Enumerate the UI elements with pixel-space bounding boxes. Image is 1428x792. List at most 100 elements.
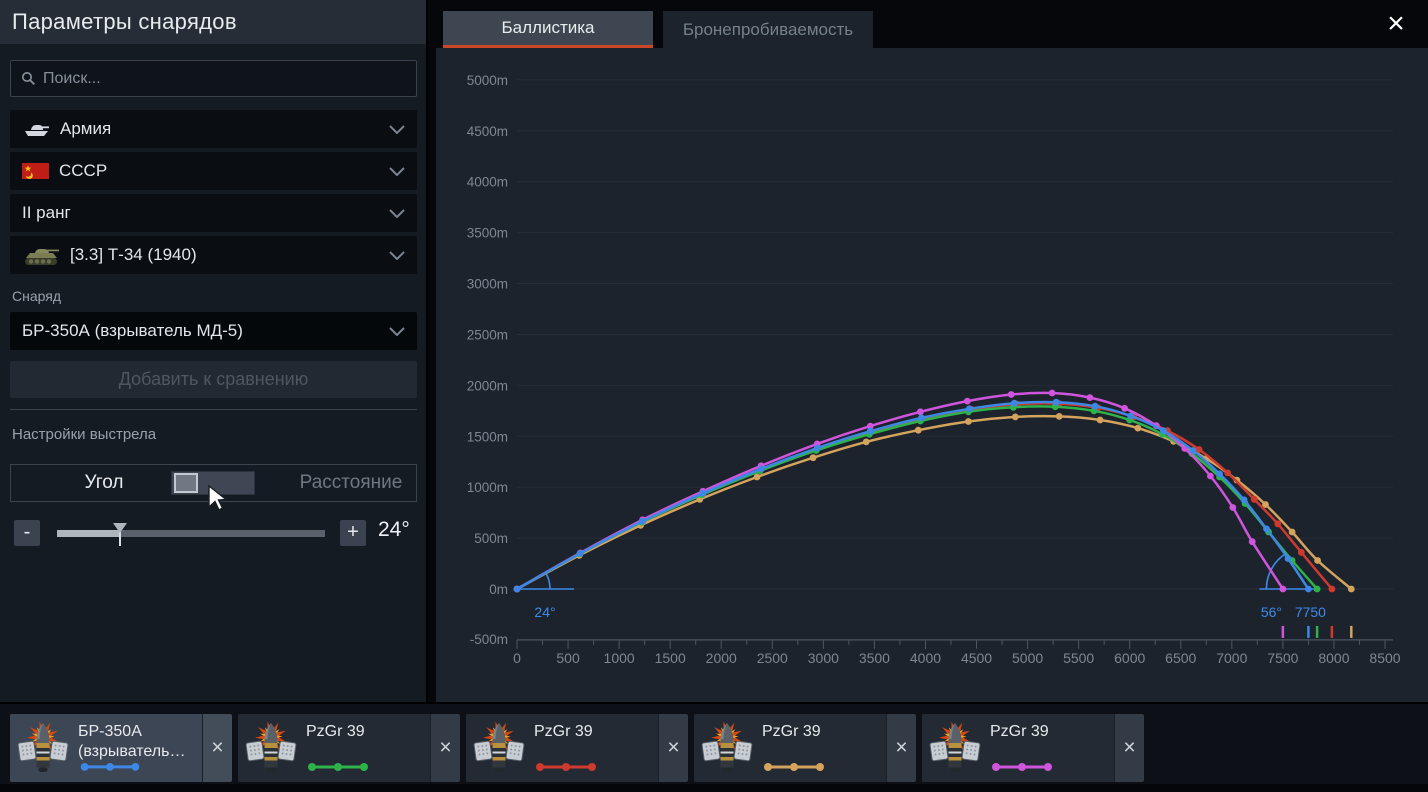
angle-value: 24°: [378, 518, 410, 541]
card-close-button[interactable]: ×: [430, 714, 460, 782]
y-tick-label: -500m: [470, 632, 508, 647]
card-close-button[interactable]: ×: [886, 714, 916, 782]
filter-rank-dropdown[interactable]: II ранг: [10, 194, 417, 232]
shell-name: БР-350А (взрыватель МД-5): [78, 723, 170, 761]
mode-toggle-group: Угол Расстояние: [10, 464, 417, 502]
trajectory-point: [753, 473, 761, 481]
card-body[interactable]: PzGr 39: [238, 714, 430, 782]
trajectory-point: [576, 550, 584, 557]
tab-ballistics[interactable]: Баллистика: [443, 11, 653, 48]
slider-thumb[interactable]: [111, 521, 129, 547]
angle-decrement-button[interactable]: -: [14, 520, 40, 546]
trajectory-point: [1086, 394, 1094, 401]
close-icon[interactable]: ×: [1387, 7, 1405, 40]
card-close-button[interactable]: ×: [1114, 714, 1144, 782]
angle-arc: [545, 573, 551, 589]
filter-army-dropdown[interactable]: Армия: [10, 110, 417, 148]
comparison-card[interactable]: PzGr 39 ×: [922, 714, 1144, 782]
trajectory-point: [965, 418, 972, 425]
trajectory-point: [1224, 469, 1232, 477]
trajectory-point: [699, 489, 707, 497]
trajectory-point: [639, 517, 646, 525]
x-tick-label: 2500: [757, 650, 788, 666]
trajectory-point: [1263, 525, 1270, 533]
filter-nation-label: СССР: [59, 161, 108, 180]
trajectory-point: [1328, 585, 1336, 593]
ballistics-chart: 0 500 1000 1500 2000 2500 3000 3500 4000 4500 5000…: [430, 48, 1428, 702]
trajectory-point: [1011, 413, 1019, 421]
y-tick-label: 1500m: [467, 429, 508, 444]
search-input[interactable]: [10, 60, 417, 97]
series-color-swatch: [764, 763, 824, 771]
trajectory-point: [1314, 557, 1321, 564]
shot-settings-title: Настройки выстрела: [12, 426, 157, 443]
filter-nation-dropdown[interactable]: СССР: [10, 152, 417, 190]
comparison-card[interactable]: PzGr 39 ×: [466, 714, 688, 782]
trajectory-point: [1313, 585, 1321, 593]
y-tick-label: 5000m: [467, 73, 508, 88]
x-tick-label: 1000: [604, 650, 635, 666]
shell-name: PzGr 39: [306, 723, 365, 740]
card-close-button[interactable]: ×: [202, 714, 232, 782]
trajectory-point: [866, 422, 874, 430]
x-tick-label: 8000: [1318, 650, 1349, 666]
trajectory-point: [1305, 585, 1312, 593]
shell-icon: [245, 721, 297, 772]
trajectory-point: [1288, 528, 1296, 536]
filter-vehicle-dropdown[interactable]: [3.3] Т-34 (1940): [10, 236, 417, 274]
trajectory-point: [1274, 520, 1282, 528]
add-to-comparison-button[interactable]: Добавить к сравнению: [10, 361, 417, 398]
trajectory-point: [1048, 389, 1056, 397]
angle-slider[interactable]: [57, 530, 325, 537]
bottom-edge: [0, 784, 1428, 792]
shell-dropdown[interactable]: БР-350А (взрыватель МД-5): [10, 312, 417, 350]
x-tick-label: 5000: [1012, 650, 1043, 666]
card-body[interactable]: PzGr 39: [466, 714, 658, 782]
trajectory-point: [963, 397, 971, 405]
comparison-card[interactable]: PzGr 39 ×: [694, 714, 916, 782]
y-tick-label: 2000m: [467, 378, 508, 393]
card-close-button[interactable]: ×: [658, 714, 688, 782]
x-tick-label: 6500: [1165, 650, 1196, 666]
x-tick-label: 500: [556, 650, 580, 666]
comparison-bar: БР-350А (взрыватель МД-5) ×: [0, 702, 1428, 792]
x-tick-label: 4000: [910, 650, 941, 666]
mode-toggle-switch[interactable]: [171, 471, 255, 495]
x-tick-label: 7500: [1267, 650, 1298, 666]
y-tick-label: 1000m: [467, 480, 508, 495]
tab-armor-penetration[interactable]: Бронепробиваемость: [663, 11, 873, 48]
trajectory-point: [917, 408, 924, 416]
search-field[interactable]: [43, 69, 383, 88]
shell-name: PzGr 39: [762, 723, 821, 740]
series-color-swatch: [536, 763, 596, 771]
x-tick-label: 1500: [655, 650, 686, 666]
ussr-flag-icon: [22, 163, 49, 179]
angle-increment-button[interactable]: +: [340, 520, 366, 546]
x-tick-label: 8500: [1369, 650, 1400, 666]
chevron-down-icon: [389, 124, 405, 134]
trajectory-point: [1297, 548, 1305, 556]
filter-army-label: Армия: [60, 119, 112, 138]
card-text: PzGr 39: [306, 720, 424, 776]
slider-fill: [57, 530, 120, 537]
card-body[interactable]: PzGr 39: [922, 714, 1114, 782]
card-body[interactable]: PzGr 39: [694, 714, 886, 782]
chevron-down-icon: [389, 166, 405, 176]
mode-angle-label[interactable]: Угол: [84, 472, 124, 493]
toggle-knob[interactable]: [174, 473, 198, 493]
main-panel: Баллистика Бронепробиваемость × 0 500 1000…: [430, 0, 1428, 702]
x-tick-label: 3000: [808, 650, 839, 666]
trajectory-point: [1010, 399, 1018, 407]
comparison-card[interactable]: PzGr 39 ×: [238, 714, 460, 782]
chevron-down-icon: [389, 250, 405, 260]
card-body[interactable]: БР-350А (взрыватель МД-5): [10, 714, 202, 782]
series-color-swatch: [992, 763, 1052, 771]
comparison-card[interactable]: БР-350А (взрыватель МД-5) ×: [10, 714, 232, 782]
x-tick-label: 3500: [859, 650, 890, 666]
series-color-swatch: [308, 763, 368, 771]
card-text: БР-350А (взрыватель МД-5): [78, 720, 196, 776]
trajectory-point: [918, 414, 925, 422]
sidebar: Параметры снарядов Армия: [0, 0, 428, 702]
shell-field-label: Снаряд: [12, 288, 62, 304]
mode-distance-label[interactable]: Расстояние: [299, 472, 403, 493]
